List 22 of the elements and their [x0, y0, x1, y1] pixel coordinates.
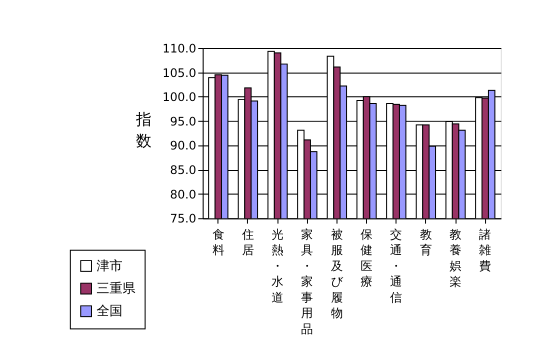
y-tick-label: 80.0: [170, 187, 196, 202]
y-tick-label: 90.0: [170, 138, 196, 153]
x-tick-label: 教養娯楽: [450, 227, 462, 289]
y-tick-label: 100.0: [162, 90, 196, 104]
x-tick-label: 光熱・水道: [272, 227, 284, 304]
legend-label: 三重県: [96, 282, 136, 297]
y-tick-label: 95.0: [170, 114, 196, 128]
x-tick-label: 教育: [420, 227, 432, 258]
x-tick-label: 食料: [212, 227, 224, 258]
x-tick-label: 住居: [240, 227, 254, 258]
x-tick-label: 諸雑費: [479, 227, 492, 273]
x-tick-label: 被服及び履物: [330, 227, 344, 320]
x-tick-label: 交通・通信: [390, 227, 402, 304]
legend-label: 津市: [96, 258, 122, 274]
x-tick-label: 保健医療: [360, 227, 373, 289]
y-axis-title: 指数: [135, 109, 152, 150]
x-tick-label: 家具・家事用品: [301, 227, 314, 336]
y-tick-label: 75.0: [170, 212, 196, 226]
y-tick-label: 85.0: [170, 163, 196, 178]
legend-label: 全国: [96, 304, 122, 320]
y-tick-label: 105.0: [162, 66, 196, 80]
y-tick-label: 110.0: [162, 41, 196, 56]
